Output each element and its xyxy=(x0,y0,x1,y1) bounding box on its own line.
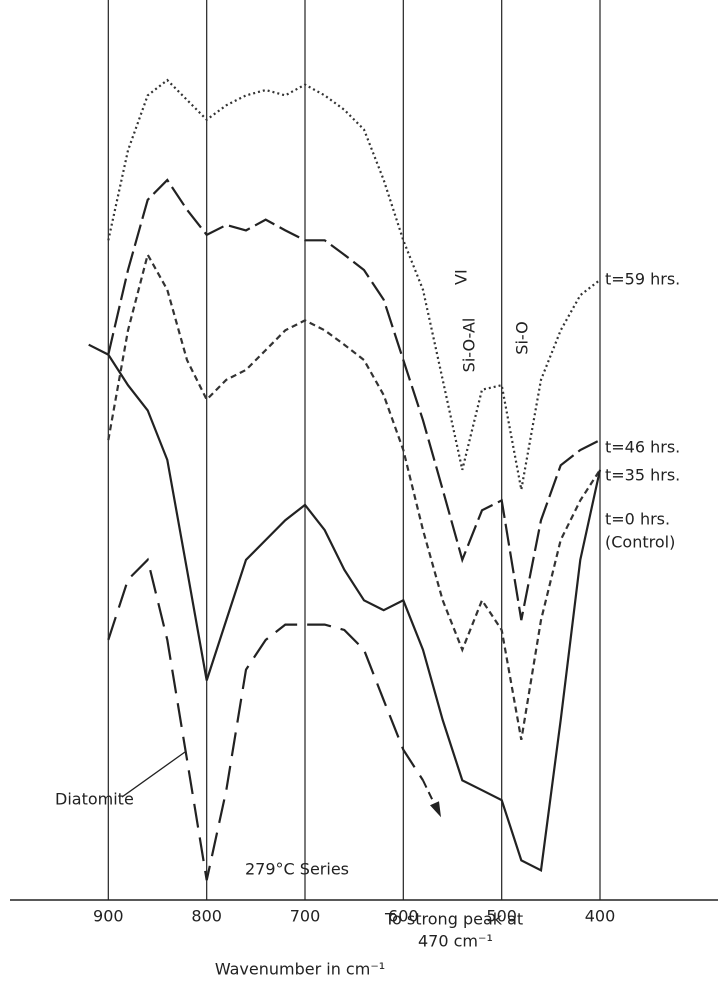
x-axis-label: Wavenumber in cm⁻¹ xyxy=(215,960,385,979)
series-label: t=35 hrs. xyxy=(605,466,680,485)
spectrum-line xyxy=(107,557,424,881)
x-tick-label: 700 xyxy=(290,907,321,926)
series-label: Diatomite xyxy=(55,790,134,809)
series-label: t=59 hrs. xyxy=(605,270,680,289)
series-label: t=0 hrs. xyxy=(605,510,670,529)
annotation: Si-O xyxy=(513,321,532,354)
spectrum-line xyxy=(107,251,601,740)
annotation: 279°C Series xyxy=(245,860,349,879)
arrow xyxy=(422,779,436,806)
x-tick-label: 600 xyxy=(388,907,419,926)
arrow-head xyxy=(430,801,441,818)
x-tick-label: 800 xyxy=(191,907,222,926)
spectrum-line xyxy=(107,178,601,621)
annotation: To strong peak at xyxy=(384,910,523,929)
spectrum-line xyxy=(88,343,602,872)
x-tick-label: 900 xyxy=(93,907,124,926)
x-tick-label: 500 xyxy=(486,907,517,926)
annotation: VI xyxy=(452,269,471,285)
annotation: 470 cm⁻¹ xyxy=(418,932,493,951)
spectrum-line xyxy=(107,78,601,490)
annotation: Si-O-Al xyxy=(460,318,479,373)
leader-line xyxy=(121,751,186,798)
series-label: t=46 hrs. xyxy=(605,438,680,457)
annotation: (Control) xyxy=(605,533,675,552)
x-tick-label: 400 xyxy=(585,907,616,926)
